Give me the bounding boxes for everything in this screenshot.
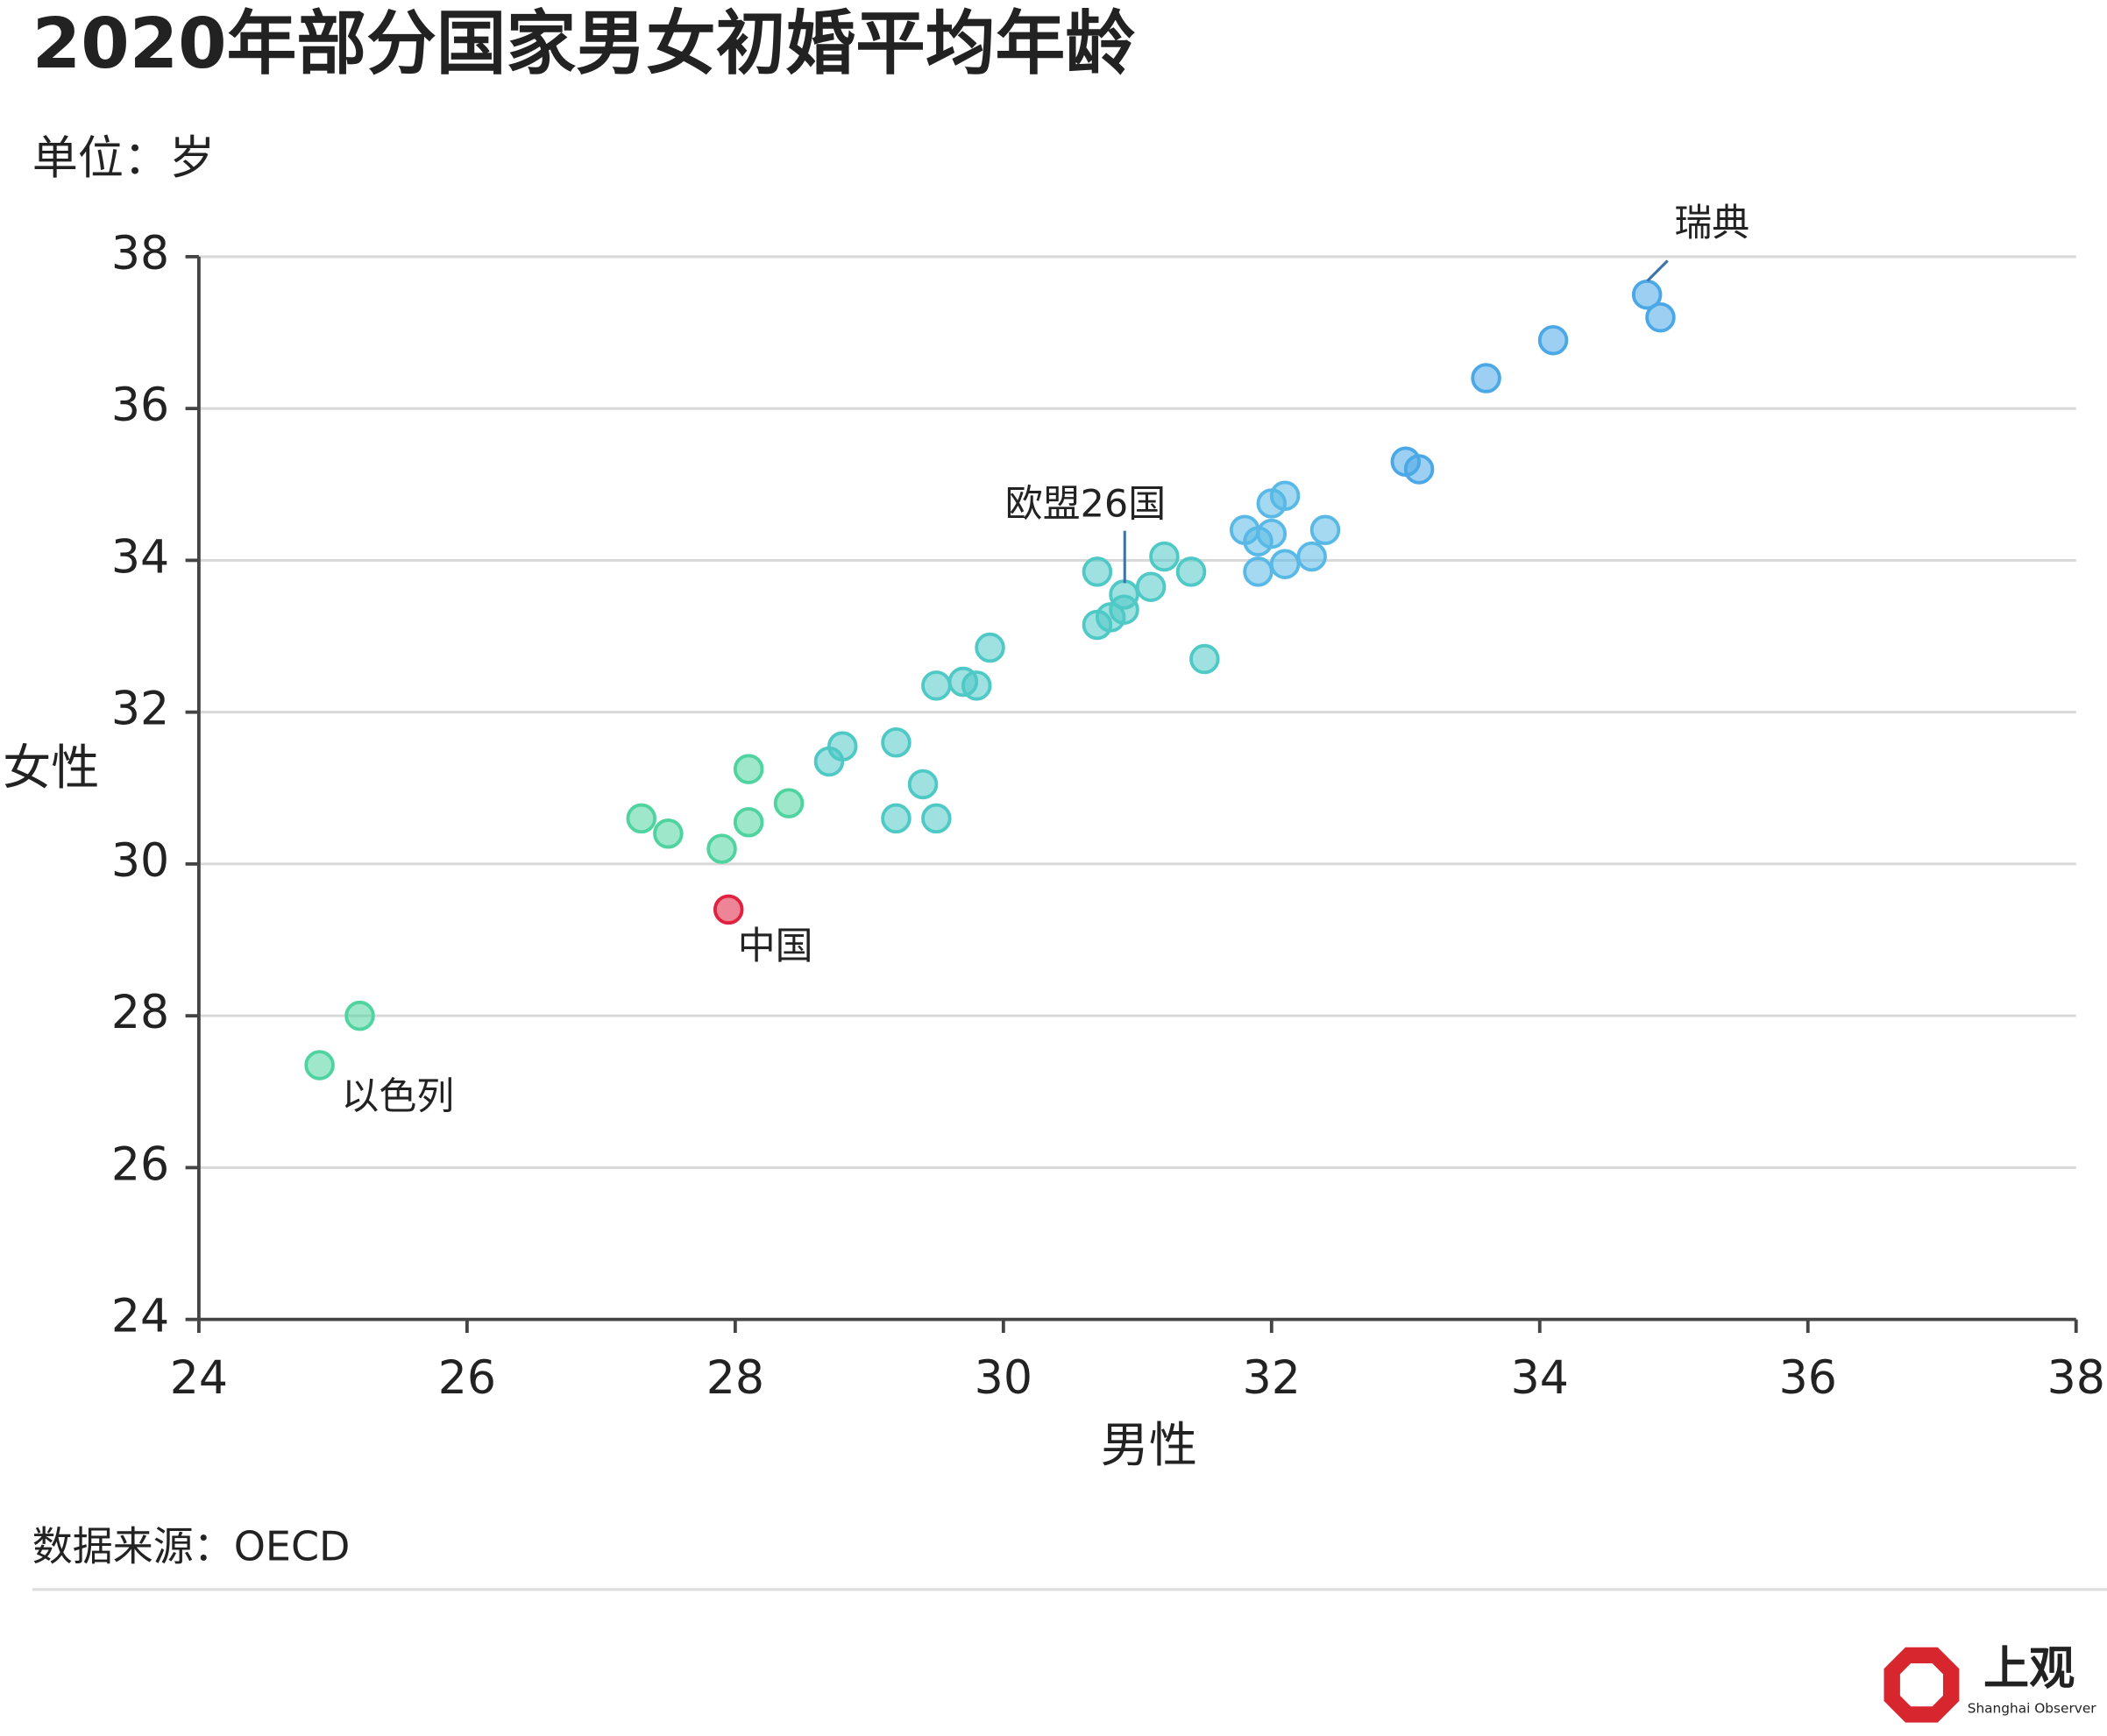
point [1537,324,1569,356]
point [1189,643,1220,675]
point [733,807,764,838]
logo: 上观 Shanghai Observer [1884,1642,2097,1723]
point [626,803,657,834]
y-tick-label: 38 [111,228,169,280]
point [304,1050,335,1081]
point [344,1000,375,1031]
y-tick-label: 34 [111,531,169,584]
point [881,727,912,758]
y-axis-label: 女性 [3,740,99,797]
y-tick-label: 24 [111,1291,169,1343]
point [1135,571,1167,602]
point [881,803,912,834]
y-tick-label: 30 [111,835,169,888]
x-tick-label: 26 [438,1352,496,1405]
x-tick-label: 34 [1511,1352,1569,1405]
logo-name: 上观 [1983,1642,2075,1695]
point [1645,301,1676,333]
y-tick-label: 36 [111,379,169,432]
chart-subtitle: 单位：岁 [32,132,215,185]
point [653,818,684,849]
point [1309,514,1341,546]
point [1109,579,1139,610]
point [827,731,858,762]
annotation: 以色列 [341,1075,454,1119]
point [921,803,952,834]
logo-english: Shanghai Observer [1968,1701,2097,1717]
annotation: 瑞典 [1674,202,1749,245]
point [1296,541,1327,572]
point [706,833,737,864]
point [773,788,805,818]
chart-title: 2020年部分国家男女初婚平均年龄 [32,3,1135,84]
source: 数据来源：OECD [32,1522,351,1569]
point [713,894,744,925]
y-tick-label: 32 [111,684,169,736]
point [1243,556,1273,587]
point [1175,556,1207,587]
point [907,769,939,800]
x-tick-label: 24 [170,1352,228,1405]
point [1269,549,1301,579]
point [1631,279,1663,310]
x-tick-label: 32 [1243,1352,1301,1405]
annotation: 中国 [738,925,813,968]
point [921,670,952,701]
logo-mark-inner [1899,1663,1943,1707]
y-tick-label: 28 [111,987,169,1039]
y-tick-label: 26 [111,1138,169,1191]
x-tick-label: 36 [1779,1352,1837,1405]
point [1269,480,1301,512]
x-tick-label: 30 [975,1352,1032,1405]
x-tick-label: 28 [706,1352,764,1405]
point [733,754,764,784]
point [1256,518,1288,549]
annotation: 欧盟26国 [1005,483,1166,527]
point [1082,556,1113,587]
leader-line [1646,259,1669,282]
point [1149,541,1180,572]
point [961,670,992,701]
point [975,632,1005,663]
point [1471,363,1501,393]
x-tick-label: 38 [2047,1352,2105,1405]
x-axis-label: 男性 [1101,1418,1197,1474]
annotations: 瑞典 欧盟26国 中国 以色列 [341,202,1749,1119]
plot: 24 26 28 30 32 34 36 38 24 26 28 30 32 34 36 38 [111,228,2105,1405]
point [1403,454,1435,485]
